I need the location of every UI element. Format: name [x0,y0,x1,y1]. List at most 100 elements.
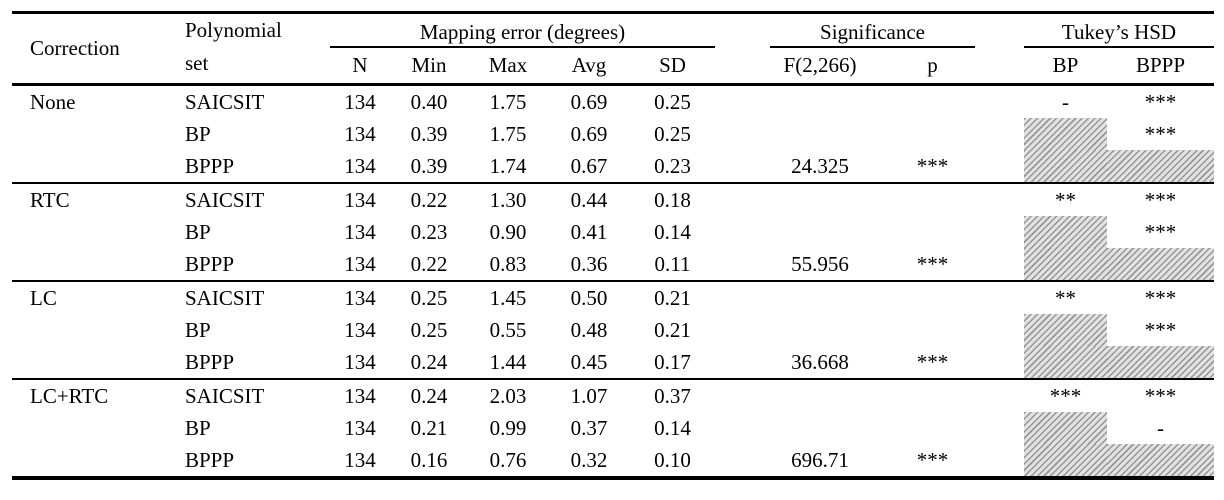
header-mapping-error: Mapping error (degrees) [330,13,716,48]
cell-f-value [760,379,880,412]
cell-correction [12,346,172,379]
cell-sd: 0.37 [654,383,691,408]
cell-tukey-bp [1024,346,1108,379]
cell-n: 134 [344,349,376,374]
header-min: Min [411,53,447,77]
cell-max: 1.45 [489,285,527,310]
table-row: BP 134 0.23 0.90 0.41 0.14 *** [12,216,1214,248]
cell-avg: 0.69 [570,89,608,114]
cell-n: 134 [344,153,376,178]
cell-gap [985,444,1024,478]
cell-max: 1.30 [489,187,527,212]
cell-polynomial-set: BPPP [185,251,235,276]
cell-f-value [760,314,880,346]
cell-correction [12,118,172,150]
cell-polynomial-set: SAICSIT [185,187,265,212]
cell-gap [715,85,760,119]
cell-sd: 0.21 [654,285,691,310]
cell-p-value [880,85,985,119]
cell-gap [985,248,1024,281]
cell-correction [12,150,172,183]
cell-p-value [880,118,985,150]
table-row: BPPP 134 0.16 0.76 0.32 0.10 696.71 *** [12,444,1215,478]
cell-tukey-bppp [1107,444,1215,478]
table-row: BP 134 0.25 0.55 0.48 0.21 *** [12,314,1214,346]
cell-min: 0.24 [410,349,448,374]
cell-sd: 0.17 [654,349,691,374]
cell-gap [985,216,1024,248]
correction-block: LC SAICSIT 134 0.25 1.45 0.50 0.21 ** *** BP 134 0.… [12,281,1215,379]
cell-tukey-bppp [1107,346,1215,379]
cell-gap [985,379,1024,412]
table-row: None SAICSIT 134 0.40 1.75 0.69 0.25 - *** [12,85,1214,119]
cell-max: 1.74 [489,153,527,178]
cell-n: 134 [344,121,376,146]
cell-avg: 1.07 [570,383,608,408]
table-row: BP 134 0.21 0.99 0.37 0.14 - [12,412,1214,444]
header-significance: Significance [760,13,985,48]
cell-correction: LC+RTC [30,383,109,408]
cell-tukey-bppp: *** [1144,121,1177,146]
cell-sd: 0.18 [654,187,691,212]
cell-gap [985,281,1024,314]
table-row: BPPP 134 0.22 0.83 0.36 0.11 55.956 *** [12,248,1215,281]
cell-polynomial-set: BPPP [185,447,235,472]
cell-polynomial-set: SAICSIT [185,383,265,408]
cell-f-value: 696.71 [791,447,849,472]
cell-tukey-bppp [1107,248,1215,281]
header-n: N [352,53,368,77]
cell-gap [985,412,1024,444]
cell-p-value: *** [916,447,949,472]
cell-p-value: *** [916,251,949,276]
table-row: LC SAICSIT 134 0.25 1.45 0.50 0.21 ** *** [12,281,1214,314]
header-tukey-hsd: Tukey’s HSD [1024,13,1215,48]
table-row: BP 134 0.39 1.75 0.69 0.25 *** [12,118,1214,150]
cell-sd: 0.25 [654,89,691,114]
cell-p-value [880,281,985,314]
correction-block: LC+RTC SAICSIT 134 0.24 2.03 1.07 0.37 *** *** BP… [12,379,1215,478]
cell-avg: 0.48 [570,317,608,342]
cell-sd: 0.14 [654,219,691,244]
cell-avg: 0.32 [570,447,608,472]
cell-gap [715,444,760,478]
cell-p-value [880,379,985,412]
cell-polynomial-set: BP [185,121,211,146]
cell-f-value: 36.668 [791,349,849,374]
cell-sd: 0.10 [654,447,691,472]
cell-tukey-bp [1024,444,1108,478]
cell-avg: 0.44 [570,187,608,212]
cell-f-value [760,412,880,444]
cell-tukey-bppp [1107,150,1215,183]
cell-tukey-bp [1024,118,1108,150]
cell-sd: 0.21 [654,317,691,342]
cell-gap [715,216,760,248]
header-avg: Avg [571,53,607,77]
cell-tukey-bp [1024,314,1108,346]
cell-gap [715,183,760,216]
cell-min: 0.39 [410,121,448,146]
correction-block: RTC SAICSIT 134 0.22 1.30 0.44 0.18 ** *** BP 134 0… [12,183,1215,281]
cell-f-value [760,118,880,150]
cell-tukey-bppp: *** [1144,383,1177,408]
cell-max: 2.03 [489,383,527,408]
cell-p-value [880,314,985,346]
header-max: Max [488,53,528,77]
cell-f-value [760,183,880,216]
cell-min: 0.23 [410,219,448,244]
header-polynomial-line2: set [185,51,209,75]
header-p: p [927,53,938,77]
cell-n: 134 [344,219,376,244]
cell-max: 1.75 [489,89,527,114]
cell-f-value [760,85,880,119]
cell-gap [715,346,760,379]
cell-sd: 0.25 [654,121,691,146]
cell-min: 0.22 [410,251,448,276]
cell-gap [715,281,760,314]
cell-p-value: *** [916,153,949,178]
cell-correction [12,314,172,346]
cell-tukey-bppp: - [1157,415,1165,440]
cell-n: 134 [344,317,376,342]
cell-gap [985,346,1024,379]
cell-p-value [880,412,985,444]
results-table: Correction Polynomial set Mapping error … [12,11,1215,480]
